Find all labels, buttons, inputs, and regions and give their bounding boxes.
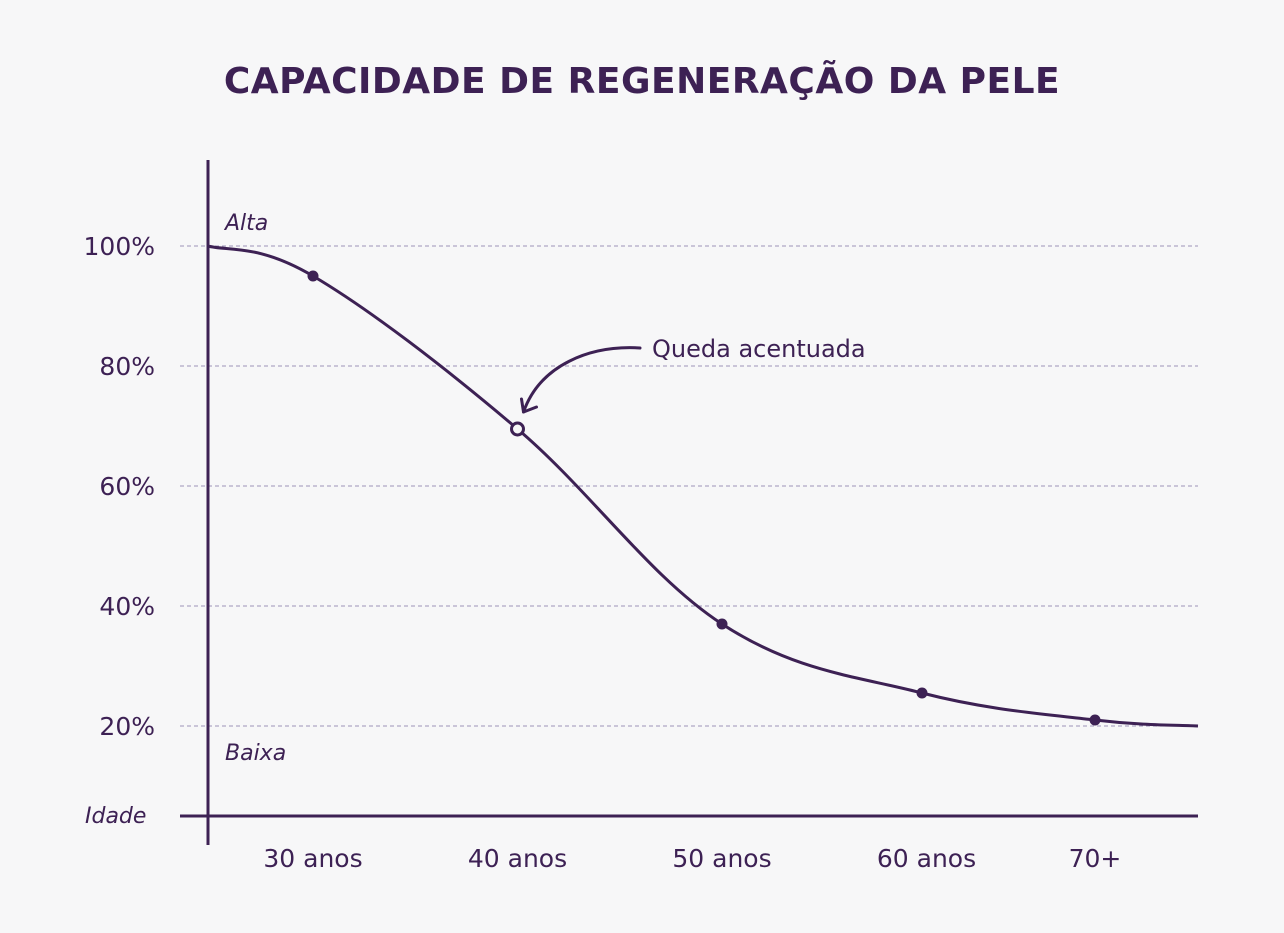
chart-title: CAPACIDADE DE REGENERAÇÃO DA PELE (224, 60, 1060, 102)
annotation-arrow (522, 346, 642, 414)
high-level-label: Alta (223, 211, 268, 236)
x-tick-label: 30 anos (263, 844, 362, 873)
y-tick-label: 100% (84, 232, 155, 261)
y-tick-label: 20% (99, 712, 155, 741)
y-tick-labels: 100% 80% 60% 40% 20% (84, 232, 155, 741)
annotation-label: Queda acentuada (652, 335, 866, 363)
x-tick-label: 70+ (1069, 844, 1122, 873)
x-tick-label: 50 anos (672, 844, 771, 873)
data-point (1089, 714, 1101, 726)
y-tick-label: 80% (99, 352, 155, 381)
annotation-arrowhead (520, 397, 538, 414)
y-tick-label: 40% (99, 592, 155, 621)
data-point (307, 270, 319, 282)
data-point (716, 618, 728, 630)
x-tick-label: 60 anos (877, 844, 976, 873)
data-point (916, 687, 928, 699)
y-tick-label: 60% (99, 472, 155, 501)
x-tick-labels: 30 anos 40 anos 50 anos 60 anos 70+ (263, 844, 1121, 873)
x-axis-label: Idade (85, 804, 146, 829)
regeneration-curve (207, 244, 1199, 728)
grid-lines (180, 245, 1198, 727)
low-level-label: Baixa (225, 741, 286, 766)
data-points (307, 270, 1101, 726)
highlighted-data-point (510, 421, 525, 437)
x-tick-label: 40 anos (468, 844, 567, 873)
